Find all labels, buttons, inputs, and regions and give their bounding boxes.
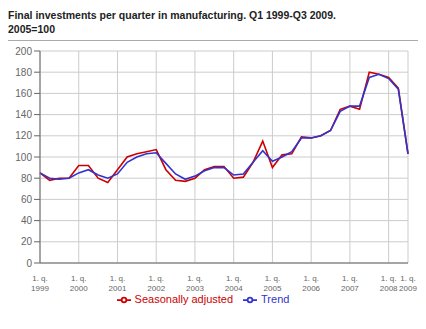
svg-text:1. q.2002: 1. q.2002 — [147, 274, 165, 293]
html-text:Trend: Trend — [261, 293, 290, 305]
svg-text:1. q.2001: 1. q.2001 — [109, 274, 127, 293]
svg-text:80: 80 — [21, 173, 33, 184]
svg-text:1. q.1999: 1. q.1999 — [31, 274, 49, 293]
svg-text:1. q.2009: 1. q.2009 — [399, 274, 417, 293]
svg-text:1. q.2004: 1. q.2004 — [225, 274, 243, 293]
svg-text:1. q.2006: 1. q.2006 — [302, 274, 320, 293]
svg-text:1. q.2005: 1. q.2005 — [264, 274, 282, 293]
svg-text:200: 200 — [15, 46, 32, 57]
svg-text:1. q.2003: 1. q.2003 — [186, 274, 204, 293]
svg-text:40: 40 — [21, 215, 33, 226]
svg-text:60: 60 — [21, 194, 33, 205]
html-text:Final investments per quarter: Final investments per quarter in manufac… — [8, 9, 336, 21]
svg-text:120: 120 — [15, 130, 32, 141]
svg-text:1. q.2008: 1. q.2008 — [380, 274, 398, 293]
svg-text:1. q.2007: 1. q.2007 — [341, 274, 359, 293]
svg-text:100: 100 — [15, 152, 32, 163]
svg-text:180: 180 — [15, 67, 32, 78]
svg-text:0: 0 — [26, 258, 32, 269]
html-text:2005=100: 2005=100 — [8, 23, 55, 35]
svg-text:160: 160 — [15, 88, 32, 99]
svg-text:20: 20 — [21, 236, 33, 247]
html-text:Seasonally adjusted: Seasonally adjusted — [134, 293, 234, 305]
svg-text:1. q.2000: 1. q.2000 — [70, 274, 88, 293]
svg-text:140: 140 — [15, 109, 32, 120]
